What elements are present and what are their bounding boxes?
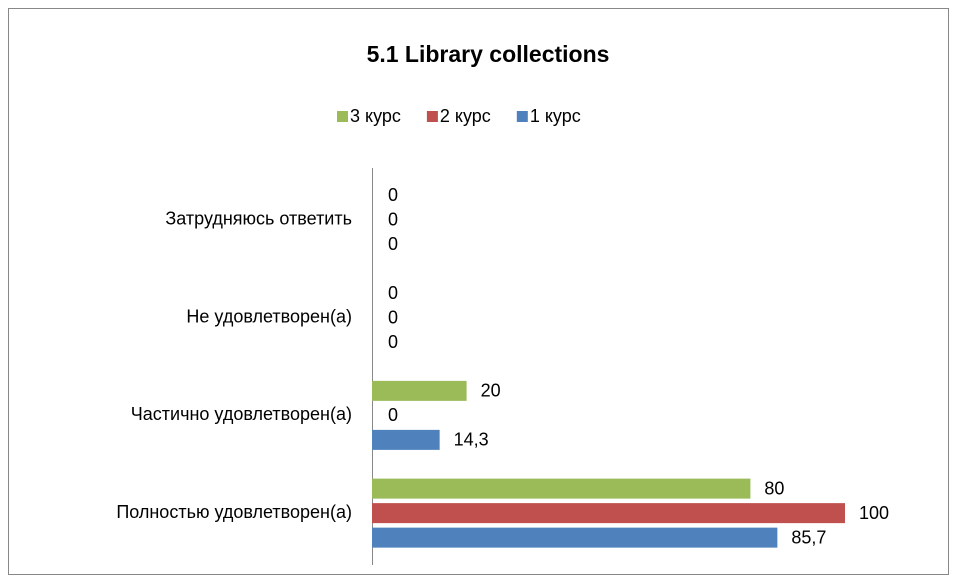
data-label: 85,7 — [791, 527, 826, 547]
data-label: 80 — [764, 478, 784, 498]
data-label: 0 — [388, 332, 398, 352]
bar — [372, 478, 751, 499]
data-label: 0 — [388, 283, 398, 303]
data-label: 0 — [388, 307, 398, 327]
legend-swatch — [426, 111, 438, 122]
data-label: 20 — [481, 381, 501, 401]
bar — [372, 503, 845, 524]
data-label: 0 — [388, 185, 398, 205]
y-tick-label: Частично удовлетворен(а) — [131, 404, 352, 424]
legend-label: 2 курс — [440, 106, 491, 126]
y-tick-label: Не удовлетворен(а) — [186, 306, 352, 326]
chart-title: 5.1 Library collections — [367, 41, 610, 67]
bar — [372, 380, 467, 401]
bar — [372, 527, 778, 548]
data-label: 14,3 — [454, 430, 489, 450]
legend-label: 1 курс — [530, 106, 581, 126]
data-label: 0 — [388, 405, 398, 425]
data-label: 100 — [859, 503, 889, 523]
data-label: 0 — [388, 234, 398, 254]
legend-label: 3 курс — [350, 106, 401, 126]
legend-swatch — [516, 111, 528, 122]
bar — [372, 429, 440, 450]
data-label: 0 — [388, 210, 398, 230]
y-tick-label: Полностью удовлетворен(а) — [116, 502, 352, 522]
legend-swatch — [337, 111, 348, 122]
y-tick-label: Затрудняюсь ответить — [165, 209, 352, 229]
